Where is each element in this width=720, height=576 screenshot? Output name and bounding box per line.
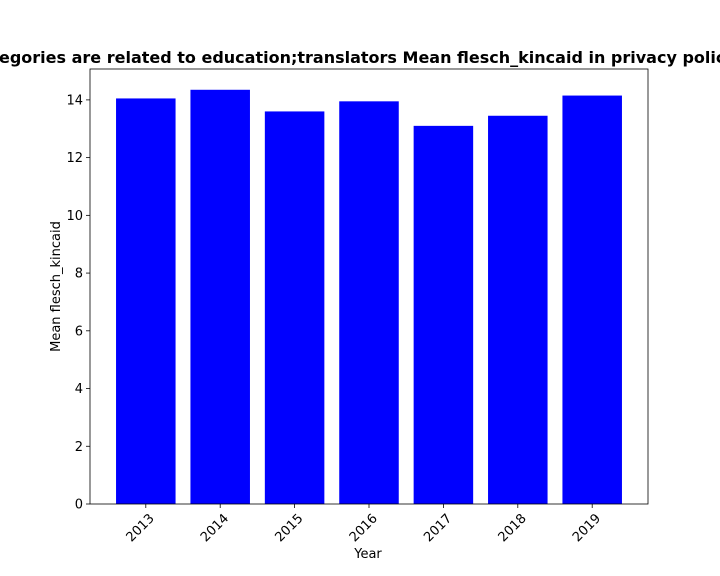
bar-2019: [562, 95, 622, 504]
y-tick-label: 2: [75, 440, 83, 455]
y-tick-label: 10: [66, 209, 83, 224]
plot-frame: [89, 68, 649, 505]
bar-2017: [413, 125, 474, 505]
y-tick-label: 6: [75, 324, 83, 339]
y-tick-label: 14: [66, 93, 83, 108]
bar-2018: [488, 115, 548, 504]
x-axis-label: Year: [353, 547, 382, 562]
y-tick-label: 4: [75, 382, 83, 397]
y-axis: 0 2 4 6 8 10 12 14: [66, 93, 90, 513]
y-axis-label: Mean flesch_kincaid: [49, 221, 64, 352]
bar-2014: [190, 89, 250, 504]
bar-series: [116, 89, 622, 505]
y-tick-label: 0: [75, 498, 83, 513]
chart-title: Categories are related to education;tran…: [0, 48, 720, 67]
bar-2015: [264, 111, 325, 505]
bar-2013: [116, 98, 176, 504]
bar-2016: [339, 101, 399, 504]
y-tick-label: 12: [66, 151, 83, 166]
y-tick-label: 8: [75, 267, 83, 282]
